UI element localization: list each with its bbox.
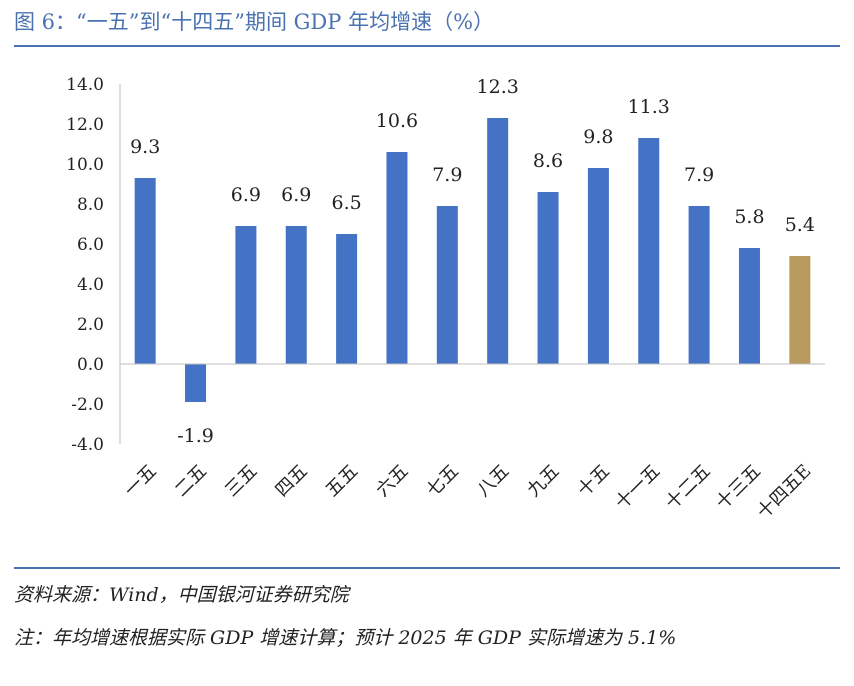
value-label: 6.5 bbox=[331, 192, 361, 214]
value-label: 9.3 bbox=[130, 136, 160, 158]
y-tick-label: -2.0 bbox=[71, 395, 104, 415]
bar-十一五 bbox=[638, 138, 660, 364]
bar-十三五 bbox=[738, 248, 760, 364]
x-tick-label: 十二五 bbox=[662, 461, 715, 514]
y-tick-label: 2.0 bbox=[77, 315, 104, 335]
bar-一五 bbox=[134, 178, 156, 364]
source-note: 资料来源：Wind，中国银河证券研究院 bbox=[14, 584, 349, 606]
footer-rule bbox=[14, 567, 840, 569]
y-tick-label: 14.0 bbox=[66, 75, 104, 95]
value-label: 6.9 bbox=[281, 184, 311, 206]
bar-八五 bbox=[487, 118, 509, 364]
bar-九五 bbox=[537, 192, 559, 364]
x-tick-label: 三五 bbox=[221, 461, 261, 501]
footnote: 注：年均增速根据实际 GDP 增速计算；预计 2025 年 GDP 实际增速为 … bbox=[14, 627, 677, 649]
y-tick-label: 8.0 bbox=[77, 195, 104, 215]
value-label: 11.3 bbox=[628, 96, 670, 118]
y-tick-label: 10.0 bbox=[66, 155, 104, 175]
x-tick-label: 二五 bbox=[171, 461, 211, 501]
y-tick-label: 0.0 bbox=[77, 355, 104, 375]
bar-chart: -4.0-2.00.02.04.06.08.010.012.014.0 9.3-… bbox=[66, 75, 825, 523]
value-label: -1.9 bbox=[177, 425, 214, 447]
bar-十二五 bbox=[688, 206, 710, 364]
bar-四五 bbox=[285, 226, 307, 364]
bar-二五 bbox=[185, 364, 207, 402]
bar-三五 bbox=[235, 226, 257, 364]
x-tick-label: 六五 bbox=[372, 461, 412, 501]
bar-六五 bbox=[386, 152, 408, 364]
chart-title: 图 6：“一五”到“十四五”期间 GDP 年均增速（%） bbox=[14, 10, 495, 34]
value-label: 8.6 bbox=[533, 150, 563, 172]
y-tick-label: 6.0 bbox=[77, 235, 104, 255]
x-tick-label: 五五 bbox=[322, 461, 362, 501]
value-labels-group: 9.3 -1.9 6.9 6.9 6.5 10.6 7.9 12.3 8.6 9.8 11.3 7.9… bbox=[130, 76, 815, 447]
bar-十五 bbox=[587, 168, 609, 364]
x-tick-label: 十四五E bbox=[753, 461, 815, 523]
value-label: 5.4 bbox=[785, 214, 815, 236]
bars-group bbox=[134, 118, 811, 402]
value-label: 7.9 bbox=[432, 164, 462, 186]
value-label: 6.9 bbox=[231, 184, 261, 206]
bar-五五 bbox=[336, 234, 358, 364]
y-tick-label: 4.0 bbox=[77, 275, 104, 295]
value-label: 12.3 bbox=[477, 76, 519, 98]
y-tick-label: -4.0 bbox=[71, 435, 104, 455]
header-rule bbox=[14, 45, 840, 47]
y-axis: -4.0 -2.0 0.0 2.0 4.0 6.0 8.0 10.0 12.0 14.0 bbox=[66, 75, 121, 455]
bar-十四五E bbox=[789, 256, 811, 364]
y-tick-label: 12.0 bbox=[66, 115, 104, 135]
x-tick-label: 十五 bbox=[574, 461, 614, 501]
x-tick-label: 八五 bbox=[473, 461, 513, 501]
x-tick-label: 九五 bbox=[523, 461, 563, 501]
value-label: 9.8 bbox=[583, 126, 613, 148]
x-tick-label: 一五 bbox=[120, 461, 160, 501]
value-label: 10.6 bbox=[376, 110, 418, 132]
bar-七五 bbox=[436, 206, 458, 364]
x-tick-label: 七五 bbox=[423, 461, 463, 501]
x-tick-label: 十一五 bbox=[611, 461, 664, 514]
value-label: 7.9 bbox=[684, 164, 714, 186]
value-label: 5.8 bbox=[734, 206, 764, 228]
x-tick-label: 四五 bbox=[271, 461, 311, 501]
